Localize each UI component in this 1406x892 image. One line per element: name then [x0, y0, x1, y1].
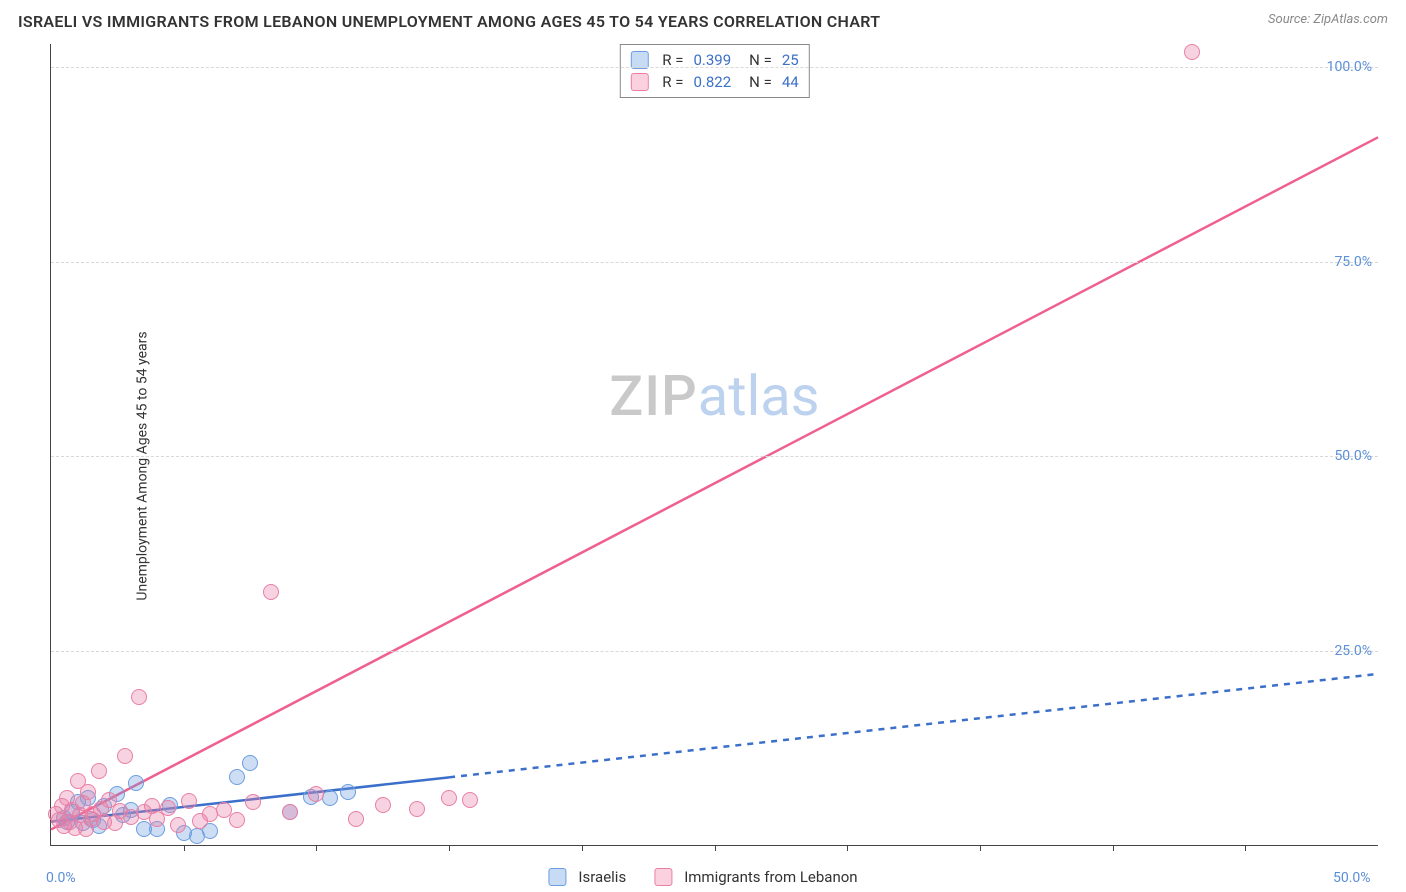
data-point	[282, 804, 298, 820]
gridline	[51, 262, 1378, 263]
legend-label-lebanon: Immigrants from Lebanon	[684, 868, 857, 886]
trend-lines-layer	[51, 44, 1378, 845]
data-point	[128, 775, 144, 791]
legend-item-lebanon: Immigrants from Lebanon	[654, 868, 857, 886]
data-point	[170, 817, 186, 833]
data-point	[160, 800, 176, 816]
x-tick	[316, 845, 317, 851]
legend-label-israelis: Israelis	[578, 868, 626, 886]
data-point	[229, 769, 245, 785]
stats-row-lebanon: R = 0.822 N = 44	[630, 71, 798, 93]
legend-swatch-lebanon	[654, 868, 672, 886]
data-point	[409, 801, 425, 817]
x-tick	[715, 845, 716, 851]
data-point	[245, 794, 261, 810]
data-point	[441, 790, 457, 806]
stats-legend-box: R = 0.399 N = 25 R = 0.822 N = 44	[619, 44, 809, 98]
gridline	[51, 651, 1378, 652]
data-point	[181, 793, 197, 809]
x-tick	[980, 845, 981, 851]
x-tick	[184, 845, 185, 851]
data-point	[462, 792, 478, 808]
trend-line-dashed	[449, 674, 1378, 777]
n-label: N =	[749, 71, 772, 93]
data-point	[308, 786, 324, 802]
y-tick-label: 50.0%	[1334, 448, 1372, 464]
x-tick	[847, 845, 848, 851]
data-point	[348, 811, 364, 827]
x-tick	[449, 845, 450, 851]
x-tick	[1113, 845, 1114, 851]
data-point	[375, 797, 391, 813]
x-tick-label: 50.0%	[1333, 870, 1371, 886]
gridline	[51, 456, 1378, 457]
y-tick-label: 75.0%	[1334, 254, 1372, 270]
legend-item-israelis: Israelis	[548, 868, 626, 886]
data-point	[131, 689, 147, 705]
swatch-israelis	[630, 51, 648, 69]
source-label: Source: ZipAtlas.com	[1268, 12, 1388, 27]
data-point	[340, 784, 356, 800]
data-point	[263, 584, 279, 600]
data-point	[117, 748, 133, 764]
gridline	[51, 67, 1378, 68]
trend-line	[51, 137, 1378, 829]
data-point	[229, 812, 245, 828]
x-tick	[582, 845, 583, 851]
x-tick	[1245, 845, 1246, 851]
plot-region: ZIPatlas R = 0.399 N = 25 R = 0.822 N = …	[50, 44, 1378, 846]
x-tick-label: 0.0%	[46, 870, 76, 886]
y-tick-label: 100.0%	[1327, 59, 1372, 75]
r-value-lebanon: 0.822	[693, 71, 731, 93]
n-value-lebanon: 44	[782, 71, 799, 93]
legend-swatch-israelis	[548, 868, 566, 886]
bottom-legend: Israelis Immigrants from Lebanon	[548, 868, 857, 886]
data-point	[1184, 44, 1200, 60]
y-tick-label: 25.0%	[1334, 643, 1372, 659]
swatch-lebanon	[630, 73, 648, 91]
data-point	[91, 763, 107, 779]
data-point	[80, 784, 96, 800]
chart-area: Unemployment Among Ages 45 to 54 years Z…	[0, 40, 1406, 892]
chart-title: ISRAELI VS IMMIGRANTS FROM LEBANON UNEMP…	[18, 12, 880, 31]
r-label: R =	[662, 71, 683, 93]
data-point	[242, 755, 258, 771]
